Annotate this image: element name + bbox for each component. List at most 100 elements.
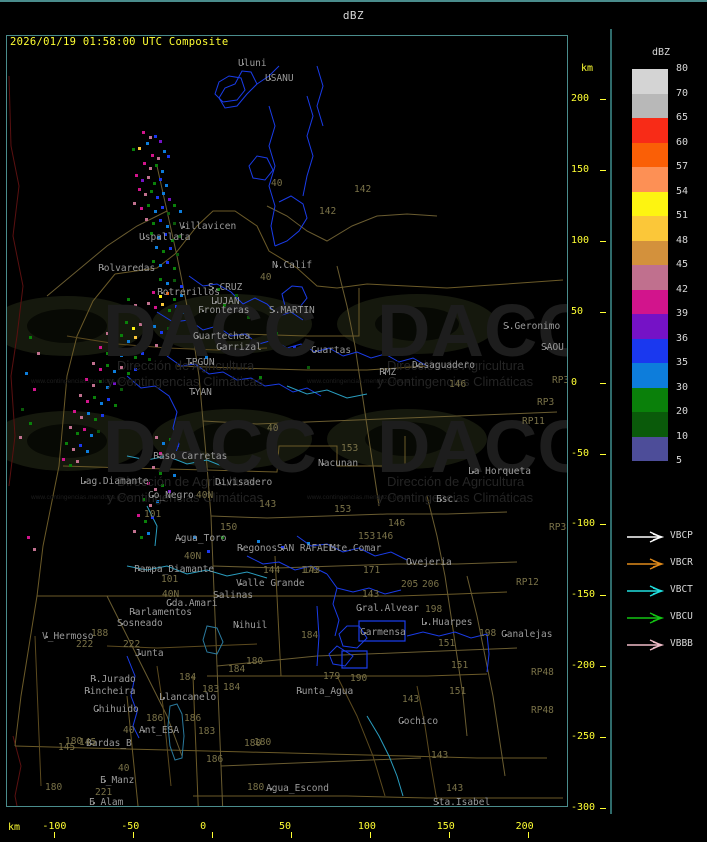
- colorbar-swatch[interactable]: [632, 69, 668, 94]
- y-axis-tick-label: 150: [571, 164, 590, 176]
- place-marker: [88, 691, 90, 693]
- place-label: V_Hermoso: [42, 631, 94, 642]
- route-number-label: 151: [451, 660, 469, 671]
- colorbar-swatch[interactable]: [632, 142, 668, 167]
- place-marker: [183, 226, 185, 228]
- route-number-label: 153: [358, 531, 376, 542]
- route-number-label: 101: [144, 509, 162, 520]
- y-axis-tick-mark: [600, 666, 606, 668]
- place-marker: [90, 743, 92, 745]
- place-label: La Horqueta: [468, 466, 531, 477]
- route-number-label: 190: [350, 673, 368, 684]
- place-marker: [281, 548, 283, 550]
- place-label: Salinas: [213, 590, 254, 601]
- wind-vector-arrow-icon: [627, 612, 665, 624]
- colorbar-tick-label: 54: [676, 185, 689, 197]
- colorbar-swatch[interactable]: [632, 216, 668, 241]
- colorbar-swatch[interactable]: [632, 93, 668, 118]
- place-marker: [402, 721, 404, 723]
- route-number-label: 186: [206, 754, 224, 765]
- vector-legend-label: VBCT: [670, 584, 693, 595]
- colorbar-swatch[interactable]: [632, 412, 668, 437]
- colorbar-swatch[interactable]: [632, 240, 668, 265]
- place-label: Agua_Toro: [175, 533, 227, 544]
- place-label: Punta_Agua: [296, 686, 354, 697]
- radar-plot-frame[interactable]: DACC DACC DACC DACC Dirección de Agricul…: [6, 35, 568, 807]
- colorbar-swatch[interactable]: [632, 314, 668, 339]
- route-number-label: 180: [246, 656, 264, 667]
- colorbar-swatch[interactable]: [632, 363, 668, 388]
- y-axis-tick-mark: [600, 99, 606, 101]
- route-number-label: RP3: [552, 375, 568, 386]
- colorbar-swatch[interactable]: [632, 265, 668, 290]
- place-label: Pasarela: [101, 806, 147, 807]
- vector-legend-label: VBCP: [670, 530, 693, 541]
- route-number-label: 145: [58, 742, 76, 753]
- place-marker: [315, 350, 317, 352]
- place-marker: [93, 802, 95, 804]
- colorbar-swatch[interactable]: [632, 167, 668, 192]
- place-marker: [133, 612, 135, 614]
- place-label: P.Jurado: [90, 674, 136, 685]
- place-marker: [215, 301, 217, 303]
- route-number-label: 153: [341, 443, 359, 454]
- route-number-label: 184: [301, 630, 319, 641]
- x-axis-tick-label: 100: [357, 821, 376, 832]
- place-marker: [102, 268, 104, 270]
- vector-legend-label: VBBB: [670, 638, 693, 649]
- route-number-label: 40N: [184, 551, 202, 562]
- route-number-label: 143: [303, 565, 321, 576]
- place-label: Sta.Isabel: [433, 797, 491, 807]
- place-label: Villavicen: [179, 221, 237, 232]
- route-number-label: 40: [260, 272, 272, 283]
- place-label: LUJAN: [211, 296, 240, 307]
- place-label: Agua_Escond: [266, 783, 329, 794]
- vector-legend-label: VBCR: [670, 557, 693, 568]
- radar-plot-panel: 2026/01/19 01:58:00 UTC Composite: [0, 29, 612, 814]
- colorbar-swatch[interactable]: [632, 289, 668, 314]
- x-axis-tick-label: -50: [121, 821, 140, 832]
- place-marker: [163, 697, 165, 699]
- route-number-label: RP12: [516, 577, 539, 588]
- place-marker: [143, 237, 145, 239]
- river-network: [126, 65, 490, 739]
- colorbar-swatch[interactable]: [632, 436, 668, 461]
- colorbar-swatch[interactable]: [632, 338, 668, 363]
- wind-vector-arrow-icon: [627, 639, 665, 651]
- place-marker: [46, 636, 48, 638]
- colorbar-swatches[interactable]: [632, 69, 668, 461]
- colorbar-swatch[interactable]: [632, 118, 668, 143]
- place-marker: [269, 78, 271, 80]
- y-axis-tick-label: -300: [571, 801, 596, 813]
- route-number-label: 143: [446, 783, 464, 794]
- route-number-label: 222: [76, 639, 94, 650]
- place-label: Parlamentos: [129, 607, 192, 618]
- colorbar-tick-label: 45: [676, 259, 689, 270]
- place-label: SAN RAFAEL: [277, 543, 335, 554]
- colorbar-panel: dBZ 80 70 65 60 57 54 51 48 45 42 39 36 35 30 20 10 5 VB…: [612, 29, 707, 814]
- colorbar-swatch[interactable]: [632, 191, 668, 216]
- place-label: Chihuido: [93, 704, 139, 715]
- route-number-label: 198: [425, 604, 443, 615]
- place-marker: [440, 499, 442, 501]
- country-border: [8, 75, 24, 806]
- y-axis-tick-mark: [600, 241, 606, 243]
- colorbar-swatch[interactable]: [632, 387, 668, 412]
- x-axis-tick-label: 0: [200, 821, 207, 832]
- place-marker: [425, 622, 427, 624]
- place-marker: [170, 603, 172, 605]
- place-label: Nacunan: [318, 458, 359, 469]
- y-axis-tick-label: -150: [571, 589, 596, 601]
- route-number-label: 144: [263, 565, 281, 576]
- place-marker: [237, 625, 239, 627]
- place-label: Divisadero: [215, 477, 273, 488]
- place-label: Potrerillos: [157, 287, 220, 298]
- place-label: E_Alam: [89, 797, 124, 807]
- place-marker: [270, 788, 272, 790]
- route-number-label: 222: [123, 639, 141, 650]
- place-label: Desaguadero: [412, 360, 475, 371]
- place-label: Uspallata: [139, 232, 191, 243]
- vector-legend-row: VBCR: [626, 553, 706, 576]
- route-number-label: 40N: [196, 490, 214, 501]
